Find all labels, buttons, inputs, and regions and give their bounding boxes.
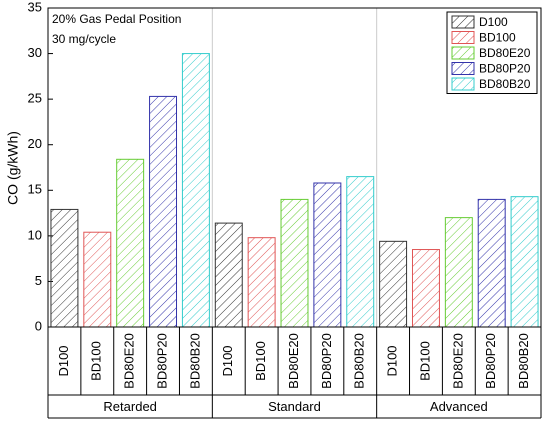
legend-label: BD100 — [479, 31, 516, 45]
x-tick-label: BD80E20 — [286, 333, 301, 389]
x-tick-label: BD80B20 — [516, 333, 531, 389]
x-tick-label: BD80B20 — [187, 333, 202, 389]
bar — [149, 95, 178, 328]
x-tick-label: BD100 — [253, 341, 268, 381]
bar — [346, 176, 375, 328]
group-label: Retarded — [103, 399, 156, 414]
y-tick-label: 25 — [28, 91, 42, 106]
bar — [83, 231, 112, 328]
legend-swatch — [451, 46, 475, 60]
bar — [214, 222, 243, 328]
x-tick-label: BD80P20 — [319, 333, 334, 389]
legend-label: BD80B20 — [479, 77, 531, 91]
y-tick-label: 15 — [28, 182, 42, 197]
legend-swatch — [451, 15, 475, 29]
legend-swatch — [451, 77, 475, 91]
plot-frame — [47, 7, 542, 328]
bar — [510, 196, 539, 328]
legend-swatch — [451, 62, 475, 75]
x-tick-label: BD80E20 — [122, 333, 137, 389]
bar — [313, 182, 342, 328]
group-label: Advanced — [430, 399, 488, 414]
y-axis-label: CO (g/kWh) — [5, 131, 21, 205]
bar — [477, 198, 506, 328]
x-tick-label: BD80P20 — [154, 333, 169, 389]
y-tick-label: 10 — [28, 227, 42, 242]
bar — [50, 208, 79, 328]
bar — [247, 237, 276, 328]
bar — [181, 53, 210, 328]
legend-label: BD80E20 — [479, 46, 531, 60]
bar — [116, 158, 145, 328]
x-tick-label: BD80E20 — [450, 333, 465, 389]
x-tick-label: D100 — [220, 345, 235, 376]
group-label: Standard — [268, 399, 321, 414]
y-tick-label: 30 — [28, 45, 42, 60]
x-tick-label: D100 — [56, 345, 71, 376]
y-tick-label: 5 — [35, 273, 42, 288]
bar — [379, 240, 408, 328]
bar — [444, 217, 473, 328]
x-tick-label: BD80P20 — [483, 333, 498, 389]
x-tick-label: BD100 — [417, 341, 432, 381]
x-tick-label: BD100 — [89, 341, 104, 381]
y-tick-label: 20 — [28, 136, 42, 151]
legend-swatch — [451, 31, 475, 44]
x-tick-label: D100 — [385, 345, 400, 376]
x-tick-label: BD80B20 — [352, 333, 367, 389]
legend-label: BD80P20 — [479, 62, 531, 76]
legend-label: D100 — [479, 15, 508, 29]
y-tick-label: 0 — [35, 318, 42, 333]
y-tick-label: 35 — [28, 0, 42, 14]
annotation: 30 mg/cycle — [52, 32, 116, 46]
bar — [280, 198, 309, 328]
bar — [411, 249, 440, 328]
annotation: 20% Gas Pedal Position — [52, 12, 181, 26]
